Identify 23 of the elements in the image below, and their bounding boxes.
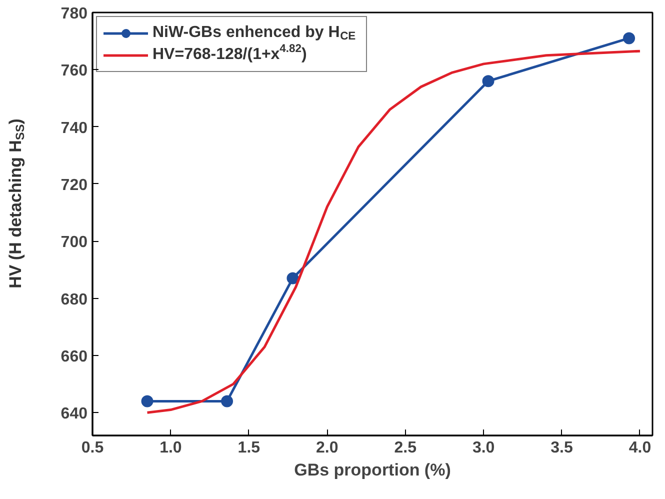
x-tick-label: 1.0 [160, 440, 182, 456]
x-tick-label: 4.0 [628, 440, 652, 456]
x-axis-title: GBs proportion (%) [294, 460, 451, 480]
point [286, 272, 299, 284]
x-tick-label: 2.5 [394, 440, 417, 456]
y-tick-label: 660 [60, 348, 88, 366]
x-tick-label: 2.0 [316, 440, 338, 456]
point [141, 395, 154, 408]
point [623, 32, 636, 44]
point [221, 395, 234, 408]
y-tick-label: 780 [60, 6, 88, 22]
x-tick-label: 1.5 [238, 440, 260, 456]
y-tick-label: 640 [60, 406, 88, 423]
x-tick-label: 0.5 [81, 440, 104, 456]
y-tick-label: 680 [60, 291, 88, 308]
y-tick-label: 740 [60, 120, 88, 137]
y-tick-label: 700 [60, 234, 88, 252]
y-tick-label: 720 [60, 176, 88, 194]
x-tick-label: 3.5 [550, 440, 573, 456]
y-axis-title: HV (H detaching HSS) [6, 118, 27, 288]
x-tick-label: 3.0 [472, 440, 495, 456]
y-tick-label: 760 [60, 62, 88, 80]
point [482, 75, 494, 88]
